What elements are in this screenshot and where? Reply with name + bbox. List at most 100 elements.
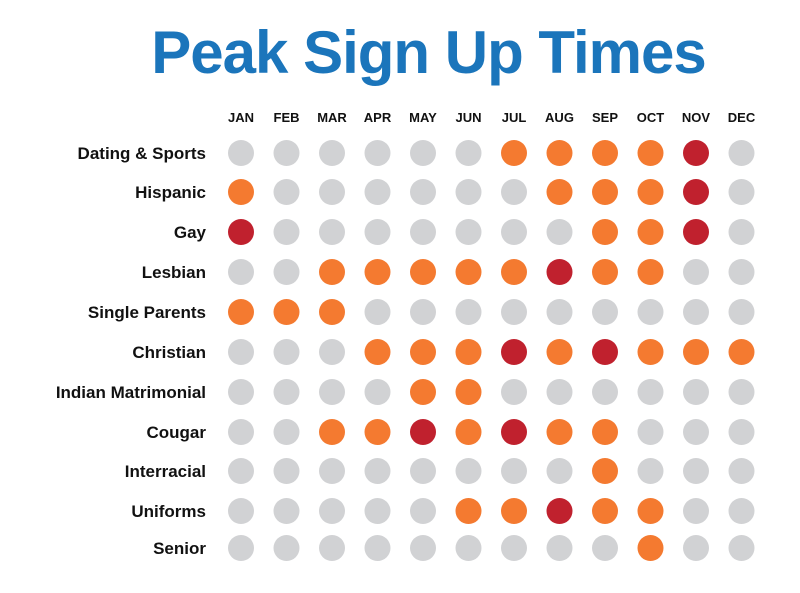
dot-dating-and-sports-sep (592, 140, 618, 166)
dot-single-parents-nov (683, 299, 709, 325)
dot-hispanic-jan (228, 179, 254, 205)
month-label-sep: SEP (592, 110, 618, 125)
dot-senior-jan (228, 535, 254, 561)
dot-christian-may (410, 339, 436, 365)
dot-indian-matrimonial-jan (228, 379, 254, 405)
month-label-oct: OCT (637, 110, 665, 125)
dot-single-parents-oct (637, 299, 664, 325)
row-label-interracial: Interracial (125, 462, 206, 481)
dot-cougar-oct (637, 419, 664, 445)
dot-cougar-apr (364, 419, 391, 445)
dot-dating-and-sports-may (410, 140, 436, 166)
dot-gay-jun (455, 219, 482, 245)
dot-lesbian-jul (501, 259, 527, 285)
dot-dating-and-sports-dec (728, 140, 755, 166)
month-label-nov: NOV (682, 110, 711, 125)
dot-hispanic-jun (455, 179, 482, 205)
dot-indian-matrimonial-jul (501, 379, 527, 405)
month-label-jan: JAN (228, 110, 254, 125)
dot-indian-matrimonial-aug (546, 379, 573, 405)
dot-lesbian-apr (364, 259, 391, 285)
dot-lesbian-aug (546, 259, 573, 285)
dot-dating-and-sports-jan (228, 140, 254, 166)
dot-christian-apr (364, 339, 391, 365)
chart-title: Peak Sign Up Times (151, 19, 706, 86)
dot-christian-dec (728, 339, 755, 365)
row-label-lesbian: Lesbian (142, 263, 206, 282)
dot-single-parents-may (410, 299, 436, 325)
dot-uniforms-jan (228, 498, 254, 524)
dot-indian-matrimonial-oct (637, 379, 664, 405)
dot-gay-aug (546, 219, 573, 245)
dot-hispanic-feb (273, 179, 300, 205)
dot-gay-jul (501, 219, 527, 245)
dot-uniforms-dec (728, 498, 755, 524)
dot-uniforms-feb (273, 498, 300, 524)
dot-lesbian-may (410, 259, 436, 285)
dot-hispanic-dec (728, 179, 755, 205)
dot-interracial-feb (273, 458, 300, 484)
dot-uniforms-may (410, 498, 436, 524)
dot-senior-jul (501, 535, 527, 561)
dot-single-parents-jun (455, 299, 482, 325)
dot-single-parents-jan (228, 299, 254, 325)
dot-cougar-jun (455, 419, 482, 445)
dot-christian-aug (546, 339, 573, 365)
dot-uniforms-aug (546, 498, 573, 524)
dot-lesbian-jun (455, 259, 482, 285)
dot-interracial-oct (637, 458, 664, 484)
dot-christian-jan (228, 339, 254, 365)
dot-cougar-jul (501, 419, 527, 445)
dot-uniforms-jul (501, 498, 527, 524)
month-label-jul: JUL (502, 110, 527, 125)
dot-interracial-aug (546, 458, 573, 484)
dot-interracial-jul (501, 458, 527, 484)
row-label-hispanic: Hispanic (135, 183, 206, 202)
dot-uniforms-apr (364, 498, 391, 524)
dot-interracial-nov (683, 458, 709, 484)
dot-indian-matrimonial-apr (364, 379, 391, 405)
month-label-jun: JUN (455, 110, 481, 125)
dot-uniforms-jun (455, 498, 482, 524)
dot-dating-and-sports-jul (501, 140, 527, 166)
dot-hispanic-mar (319, 179, 345, 205)
row-label-christian: Christian (132, 343, 206, 362)
dot-lesbian-dec (728, 259, 755, 285)
dot-single-parents-sep (592, 299, 618, 325)
dot-interracial-sep (592, 458, 618, 484)
row-label-senior: Senior (153, 539, 206, 558)
dot-gay-may (410, 219, 436, 245)
dot-single-parents-jul (501, 299, 527, 325)
dot-lesbian-jan (228, 259, 254, 285)
dot-hispanic-may (410, 179, 436, 205)
dot-cougar-aug (546, 419, 573, 445)
dot-uniforms-sep (592, 498, 618, 524)
dot-indian-matrimonial-nov (683, 379, 709, 405)
dot-cougar-mar (319, 419, 345, 445)
dot-indian-matrimonial-mar (319, 379, 345, 405)
dot-senior-oct (637, 535, 664, 561)
month-label-feb: FEB (274, 110, 300, 125)
dot-senior-mar (319, 535, 345, 561)
dot-senior-aug (546, 535, 573, 561)
dot-lesbian-oct (637, 259, 664, 285)
month-label-aug: AUG (545, 110, 574, 125)
dot-hispanic-aug (546, 179, 573, 205)
dot-indian-matrimonial-jun (455, 379, 482, 405)
dot-gay-feb (273, 219, 300, 245)
dot-gay-oct (637, 219, 664, 245)
row-label-uniforms: Uniforms (131, 502, 206, 521)
dot-single-parents-aug (546, 299, 573, 325)
dot-cougar-feb (273, 419, 300, 445)
dot-dating-and-sports-oct (637, 140, 664, 166)
dot-christian-feb (273, 339, 300, 365)
dot-dating-and-sports-jun (455, 140, 482, 166)
dot-gay-nov (683, 219, 709, 245)
dot-indian-matrimonial-may (410, 379, 436, 405)
dot-dating-and-sports-aug (546, 140, 573, 166)
dot-christian-nov (683, 339, 709, 365)
dot-single-parents-mar (319, 299, 345, 325)
dot-lesbian-feb (273, 259, 300, 285)
